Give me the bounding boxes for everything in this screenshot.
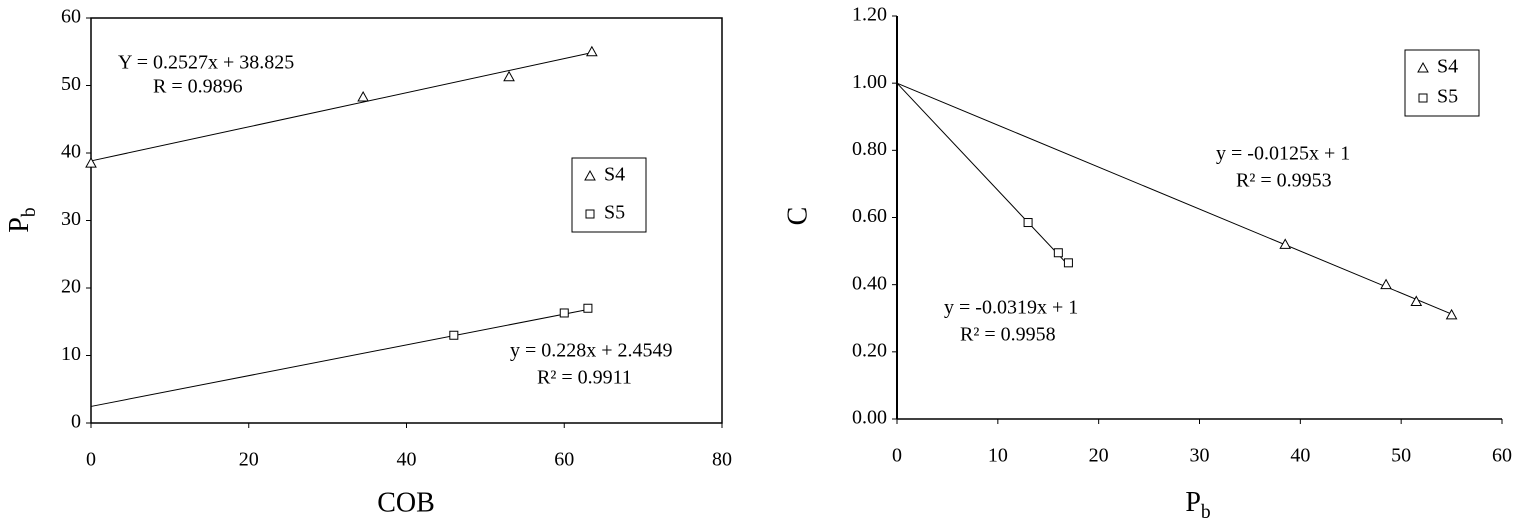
- marker-square: [1063, 258, 1073, 268]
- legend-label: S5: [604, 202, 625, 224]
- x-tick-label: 40: [397, 449, 417, 471]
- fit-statistic: R = 0.9896: [153, 76, 243, 98]
- y-tick-label: 0.80: [852, 138, 887, 160]
- trend-line: [90, 308, 589, 407]
- marker-triangle: [503, 70, 515, 82]
- x-tick-label: 30: [1190, 445, 1210, 467]
- fit-equation: y = 0.228x + 2.4549: [510, 340, 673, 362]
- marker-triangle: [1380, 278, 1392, 290]
- axis-label: C: [782, 207, 813, 226]
- y-tick-label: 0.00: [852, 407, 887, 429]
- y-tick-label: 40: [61, 141, 81, 163]
- fit-statistic: R² = 0.9911: [537, 367, 632, 389]
- x-tick-label: 10: [988, 445, 1008, 467]
- axis-label-main: P: [1185, 487, 1201, 518]
- trend-line: [896, 82, 1069, 266]
- x-tick-label: 60: [1492, 445, 1512, 467]
- axis-label: Pb: [4, 207, 39, 233]
- y-tick-label: 30: [61, 208, 81, 230]
- legend-label: S4: [604, 164, 625, 186]
- axis-label-sub: b: [1201, 502, 1211, 523]
- marker-square: [1023, 218, 1033, 228]
- marker-square: [583, 303, 593, 313]
- marker-square: [449, 330, 459, 340]
- y-tick-label: 20: [61, 276, 81, 298]
- marker-triangle: [1279, 238, 1292, 249]
- legend-label: S4: [1437, 56, 1458, 78]
- y-tick-label: 50: [61, 73, 81, 95]
- marker-square: [559, 308, 569, 318]
- fit-statistic: R² = 0.9953: [1236, 170, 1332, 192]
- y-tick-label: 1.00: [852, 71, 887, 93]
- fit-equation: Y = 0.2527x + 38.825: [118, 52, 294, 74]
- axis-label-sub: b: [19, 207, 40, 217]
- y-tick-label: 10: [61, 343, 81, 365]
- legend-marker: [585, 209, 595, 219]
- x-tick-label: 0: [86, 449, 96, 471]
- y-tick-label: 60: [61, 6, 81, 28]
- fit-equation: y = -0.0319x + 1: [944, 297, 1078, 319]
- axis-label-main: P: [4, 217, 35, 233]
- fit-equation: y = -0.0125x + 1: [1216, 143, 1350, 165]
- marker-triangle: [85, 157, 97, 168]
- marker-triangle: [357, 90, 369, 102]
- legend-label: S5: [1437, 86, 1458, 108]
- x-tick-label: 0: [892, 445, 902, 467]
- y-tick-label: 1.20: [852, 4, 887, 26]
- legend-marker: [1417, 61, 1429, 73]
- axis-label: Pb: [1185, 487, 1211, 522]
- legend-box: [1404, 49, 1480, 117]
- marker-square: [1053, 248, 1063, 258]
- legend-box: [571, 157, 647, 233]
- x-tick-label: 80: [712, 449, 732, 471]
- y-tick-label: 0.40: [852, 272, 887, 294]
- x-tick-label: 20: [239, 449, 259, 471]
- marker-triangle: [586, 45, 598, 57]
- legend-marker: [584, 169, 596, 181]
- trend-line: [90, 52, 592, 162]
- x-tick-label: 50: [1391, 445, 1411, 467]
- axis-label: COB: [377, 487, 435, 518]
- y-tick-label: 0.20: [852, 339, 887, 361]
- x-tick-label: 40: [1290, 445, 1310, 467]
- y-tick-label: 0.60: [852, 205, 887, 227]
- x-tick-label: 60: [554, 449, 574, 471]
- fit-statistic: R² = 0.9958: [960, 324, 1056, 346]
- x-tick-label: 20: [1089, 445, 1109, 467]
- marker-triangle: [1445, 308, 1458, 320]
- marker-triangle: [1410, 295, 1423, 306]
- y-tick-label: 0: [71, 411, 81, 433]
- legend-marker: [1418, 93, 1428, 103]
- trend-line: [896, 82, 1452, 315]
